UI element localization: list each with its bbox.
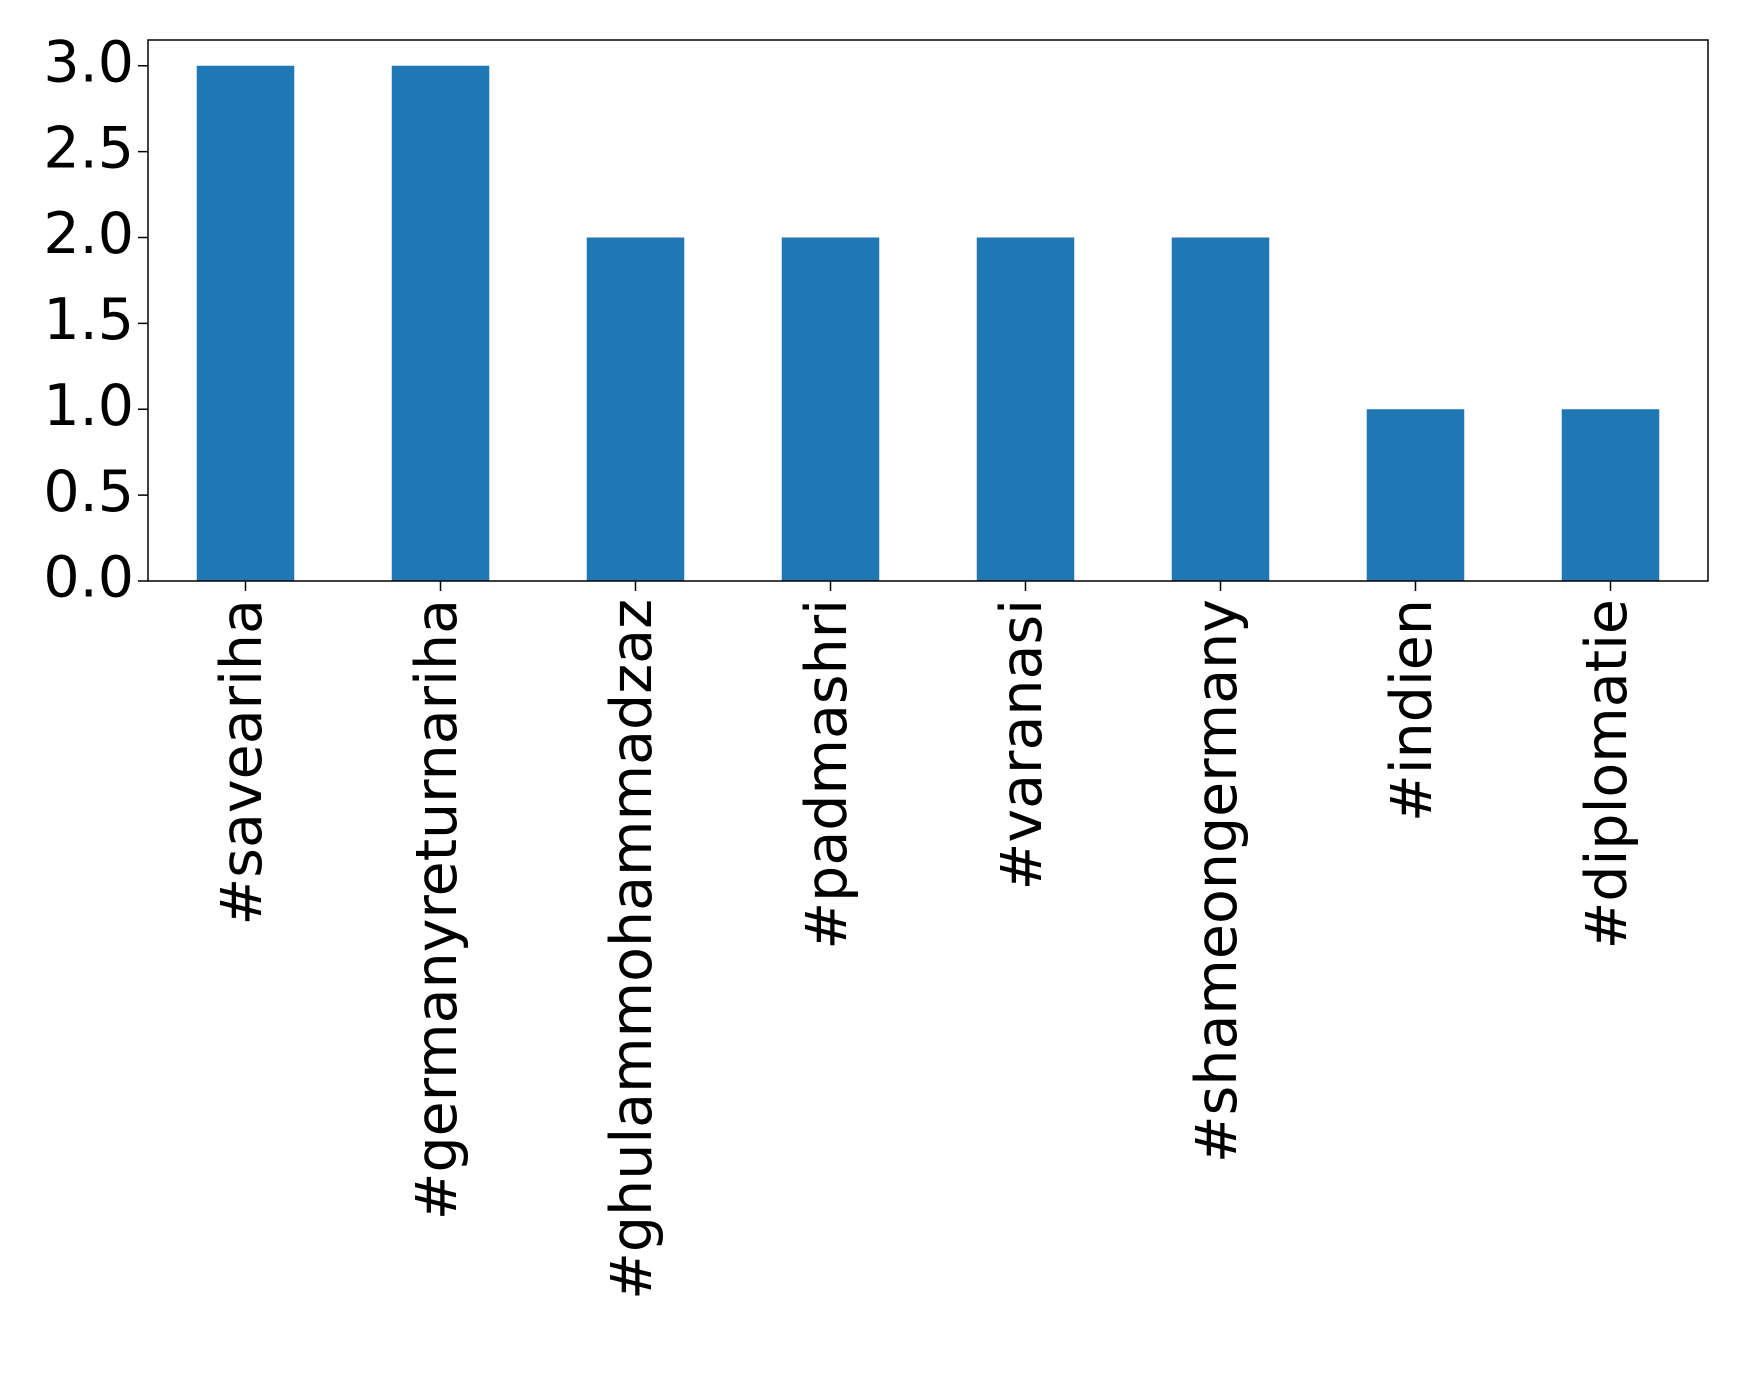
plot-frame [147, 39, 1709, 582]
y-tick-label: 2.0 [43, 201, 134, 267]
y-tick-label: 1.0 [43, 373, 134, 439]
x-tick-label: #indien [1379, 599, 1445, 822]
x-tick-label: #varanasi [989, 599, 1055, 890]
bar [1171, 237, 1270, 581]
x-tick-label: #padmashri [794, 599, 860, 950]
x-tick-label: #germanyreturnariha [404, 599, 470, 1220]
x-tick-label: #savearihа [209, 599, 275, 925]
bar [781, 237, 880, 581]
y-tick-label: 1.5 [43, 287, 134, 353]
x-tick-label: #ghulammohammadzaz [599, 599, 665, 1300]
bar [1561, 409, 1660, 581]
bar [1366, 409, 1465, 581]
bar [391, 65, 490, 581]
y-tick-label: 0.5 [43, 459, 134, 525]
y-tick-label: 3.0 [43, 29, 134, 95]
bar [586, 237, 685, 581]
x-tick-label: #diplomatie [1574, 599, 1640, 949]
bar [196, 65, 295, 581]
bar [976, 237, 1075, 581]
y-tick-label: 2.5 [43, 115, 134, 181]
x-tick-label: #shameongermany [1184, 599, 1250, 1163]
y-tick-label: 0.0 [43, 545, 134, 611]
